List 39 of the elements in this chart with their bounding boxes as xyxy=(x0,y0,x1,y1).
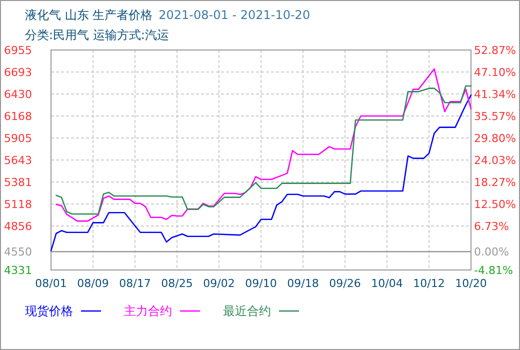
y-tick-label: 6168 xyxy=(4,110,32,123)
x-tick-label: 10/04 xyxy=(371,277,403,290)
y-tick-label: 4856 xyxy=(4,220,32,233)
y2-tick-label: 18.27% xyxy=(474,176,516,189)
x-tick-label: 10/20 xyxy=(455,277,487,290)
y2-tick-label: 35.57% xyxy=(474,110,516,123)
x-tick-label: 08/25 xyxy=(161,277,193,290)
x-tick-label: 09/10 xyxy=(245,277,277,290)
legend-label: 最近合约 xyxy=(223,304,271,318)
y2-tick-label: 24.03% xyxy=(474,154,516,167)
y2-tick-label: 0.00% xyxy=(474,246,509,259)
x-tick-label: 09/18 xyxy=(287,277,319,290)
y-tick-label: 5643 xyxy=(4,154,32,167)
legend-label: 主力合约 xyxy=(124,304,172,318)
chart-title: 液化气 山东 生产者价格 xyxy=(25,8,153,22)
x-tick-label: 08/01 xyxy=(35,277,67,290)
y2-tick-label: 12.50% xyxy=(474,198,516,211)
y2-tick-label: 6.73% xyxy=(474,220,509,233)
y2-tick-label: 52.87% xyxy=(474,44,516,57)
y-tick-label: 6693 xyxy=(4,66,32,79)
y-tick-label: 5905 xyxy=(4,132,32,146)
y-tick-label: 4331 xyxy=(4,264,32,277)
x-tick-label: 09/02 xyxy=(203,277,235,290)
y-tick-label: 5381 xyxy=(4,176,32,189)
x-tick-label: 10/12 xyxy=(413,277,445,290)
x-tick-label: 08/09 xyxy=(77,277,109,290)
legend-label: 现货价格 xyxy=(25,304,73,318)
y2-tick-label: 29.80% xyxy=(474,132,516,145)
y-tick-label: 6430 xyxy=(4,88,32,102)
y2-tick-label: 47.10% xyxy=(474,66,516,80)
x-tick-label: 09/26 xyxy=(329,277,361,290)
y-tick-label: 6955 xyxy=(4,44,32,57)
chart-subtitle: 分类:民用气 运输方式:汽运 xyxy=(25,28,169,42)
y-tick-label: 4550 xyxy=(4,246,32,259)
y2-tick-label: 41.34% xyxy=(474,88,516,101)
y2-tick-label: -4.81% xyxy=(474,264,513,277)
x-tick-label: 08/17 xyxy=(119,277,151,290)
y-tick-label: 5118 xyxy=(4,198,32,212)
text: 2021-08-01 - 2021-10-20 xyxy=(158,8,310,22)
